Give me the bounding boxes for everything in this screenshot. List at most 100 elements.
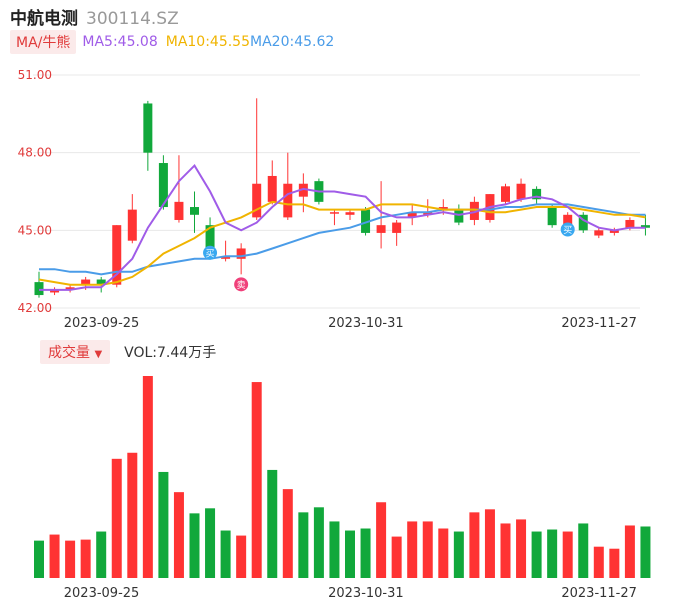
- candle: [283, 152, 293, 220]
- candle: [50, 287, 60, 296]
- volume-bar: [142, 376, 153, 578]
- dropdown-arrow-icon: ▼: [94, 349, 103, 360]
- candle-body: [407, 212, 417, 218]
- candle-body: [625, 219, 635, 228]
- candle: [329, 209, 339, 226]
- marker-badge: [203, 245, 218, 260]
- candle: [469, 196, 479, 226]
- candle-body: [469, 201, 479, 220]
- y-tick-label: 45.00: [18, 223, 52, 237]
- candle: [640, 214, 650, 236]
- volume-bar: [189, 513, 200, 578]
- volume-bar: [407, 521, 418, 578]
- candle: [578, 212, 588, 233]
- volume-bar: [220, 530, 231, 578]
- volume-bar: [531, 531, 542, 578]
- candle: [158, 155, 168, 210]
- marker-label: 买: [206, 248, 215, 259]
- volume-bar: [236, 535, 247, 578]
- volume-bar: [205, 508, 216, 578]
- candle-body: [205, 225, 215, 254]
- candle-body: [376, 225, 386, 233]
- volume-bar: [391, 536, 402, 578]
- y-tick-label: 42.00: [18, 301, 52, 315]
- volume-value: VOL:7.44万手: [124, 345, 217, 361]
- ma5-line: [39, 163, 646, 291]
- candle: [174, 155, 184, 223]
- candle: [547, 204, 557, 228]
- volume-bar: [345, 530, 355, 578]
- candle-body: [96, 279, 106, 285]
- ma20-value: MA20:45.62: [250, 34, 335, 50]
- candle: [609, 227, 619, 236]
- candle: [392, 219, 402, 246]
- volume-bar: [562, 531, 573, 578]
- buy-marker-icon: 买: [560, 222, 575, 237]
- volume-bar: [516, 519, 527, 578]
- stock-code: 300114.SZ: [86, 9, 179, 29]
- candle-body: [221, 256, 231, 259]
- ma10-value: MA10:45.55: [165, 34, 251, 50]
- candle-body: [640, 225, 650, 228]
- volume-bar: [65, 540, 76, 578]
- candle-body: [174, 201, 184, 220]
- candle-body: [190, 207, 199, 215]
- volume-bar: [593, 546, 604, 578]
- volume-bar: [251, 382, 262, 578]
- candle-body: [127, 209, 137, 241]
- ma-toggle-button[interactable]: MA/牛熊: [10, 30, 77, 54]
- candle-body: [423, 212, 433, 215]
- candle: [501, 183, 510, 205]
- volume-bar: [127, 452, 138, 578]
- candle: [361, 207, 371, 236]
- candle-body: [236, 248, 246, 259]
- candle: [532, 186, 542, 205]
- candle: [190, 191, 199, 233]
- candle-body: [532, 188, 542, 200]
- candle: [127, 194, 137, 244]
- volume-bar: [282, 489, 293, 578]
- volume-indicator-label: 成交量: [48, 345, 90, 361]
- marker-badge: [560, 222, 575, 237]
- volume-bar: [96, 531, 107, 578]
- candle: [267, 160, 277, 205]
- ma5-value: MA5:45.08: [82, 34, 158, 50]
- candle-body: [143, 103, 153, 153]
- candle-body: [516, 183, 526, 200]
- buy-marker-icon: 买: [203, 245, 218, 260]
- candle-body: [158, 163, 168, 208]
- volume-bar: [453, 531, 464, 578]
- candle-body: [438, 207, 448, 210]
- candle: [34, 271, 44, 298]
- candle: [407, 204, 417, 226]
- candle: [594, 227, 604, 239]
- candle-body: [283, 183, 293, 218]
- volume-bar: [500, 523, 511, 578]
- x-tick-label: 2023-10-31: [328, 586, 404, 601]
- y-tick-label: 51.00: [18, 68, 52, 82]
- volume-bar: [422, 521, 433, 578]
- candle-body: [501, 186, 510, 202]
- candle-body: [547, 207, 557, 226]
- volume-bar: [158, 471, 169, 578]
- volume-bar: [640, 526, 651, 578]
- marker-label: 买: [563, 225, 572, 236]
- volume-legend: 成交量 ▼ VOL:7.44万手: [40, 340, 217, 364]
- candle: [112, 225, 122, 288]
- volume-bar: [329, 521, 340, 578]
- volume-bar: [376, 502, 387, 578]
- volume-bar: [80, 539, 91, 578]
- marker-badge: [234, 277, 249, 292]
- volume-bar: [313, 507, 324, 578]
- volume-bar: [360, 528, 371, 578]
- volume-bar: [438, 528, 449, 578]
- candle-body: [267, 175, 277, 202]
- volume-bar: [111, 458, 122, 578]
- x-tick-label: 2023-09-25: [64, 316, 140, 331]
- volume-indicator-dropdown[interactable]: 成交量 ▼: [40, 340, 111, 364]
- candle-body: [578, 214, 588, 231]
- volume-bar: [547, 529, 558, 578]
- stock-header: 中航电测 300114.SZ: [10, 4, 179, 29]
- candle-body: [454, 209, 464, 223]
